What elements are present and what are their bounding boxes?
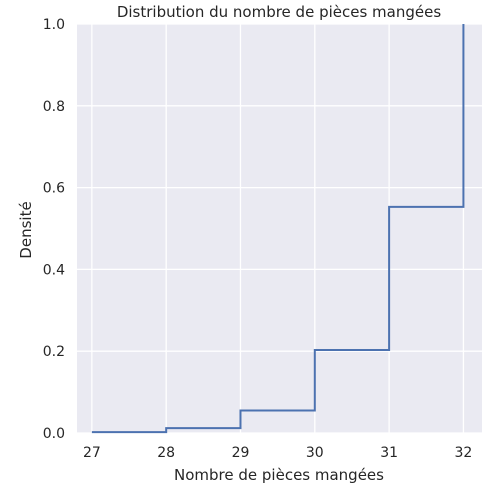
x-tick-label: 32 (455, 445, 473, 461)
x-axis-title: Nombre de pièces mangées (174, 466, 384, 484)
x-tick-label: 29 (232, 445, 250, 461)
chart-title: Distribution du nombre de pièces mangées (117, 3, 442, 21)
y-tick-label: 0.8 (43, 99, 65, 115)
y-tick-label: 0.6 (43, 181, 65, 197)
ecdf-step-line (91, 24, 465, 434)
y-tick-label: 1.0 (43, 17, 65, 33)
y-axis-title: Densité (17, 201, 35, 258)
x-tick-label: 28 (157, 445, 175, 461)
x-tick-label: 30 (306, 445, 324, 461)
y-tick-label: 0.0 (43, 426, 65, 442)
x-tick-labels: 27 28 29 30 31 32 (83, 445, 472, 461)
y-tick-labels: 0.0 0.2 0.4 0.6 0.8 1.0 (43, 17, 65, 442)
x-tick-label: 27 (83, 445, 101, 461)
y-tick-label: 0.4 (43, 262, 65, 278)
plot-area (77, 24, 482, 433)
x-tick-label: 31 (380, 445, 398, 461)
y-tick-label: 0.2 (43, 344, 65, 360)
